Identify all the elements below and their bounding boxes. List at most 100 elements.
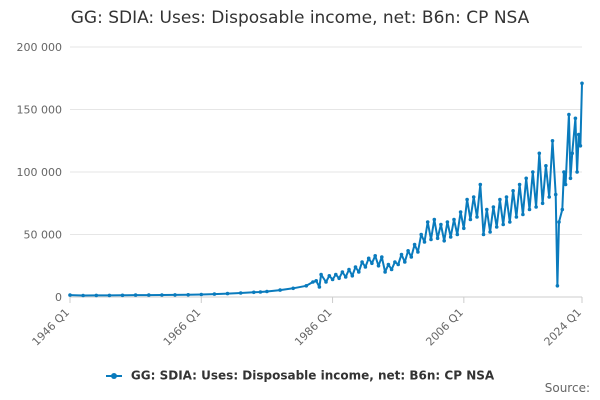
data-point[interactable] — [462, 226, 466, 231]
data-point[interactable] — [357, 270, 361, 274]
data-point[interactable] — [258, 290, 263, 294]
data-point[interactable] — [455, 232, 460, 237]
data-point[interactable] — [343, 275, 348, 279]
data-point[interactable] — [334, 272, 338, 277]
data-point[interactable] — [458, 210, 463, 214]
data-point[interactable] — [304, 284, 309, 288]
data-point[interactable] — [252, 290, 256, 295]
data-point[interactable] — [517, 182, 522, 187]
data-point[interactable] — [578, 144, 583, 148]
data-point[interactable] — [494, 225, 499, 229]
data-point[interactable] — [327, 274, 332, 278]
data-point[interactable] — [550, 139, 555, 143]
data-point[interactable] — [488, 230, 492, 234]
data-point[interactable] — [442, 239, 447, 243]
data-point[interactable] — [452, 217, 456, 222]
credits[interactable]: Source: — [544, 381, 590, 395]
data-point[interactable] — [366, 256, 371, 261]
data-point[interactable] — [337, 276, 341, 281]
data-point[interactable] — [393, 260, 397, 264]
data-point[interactable] — [353, 265, 358, 269]
data-point[interactable] — [478, 182, 483, 187]
data-point[interactable] — [422, 240, 427, 244]
data-point[interactable] — [540, 201, 545, 206]
series-layer[interactable] — [68, 81, 584, 298]
data-point[interactable] — [471, 195, 476, 199]
data-point[interactable] — [465, 197, 469, 202]
data-point[interactable] — [406, 249, 410, 253]
data-point[interactable] — [324, 280, 328, 284]
data-point[interactable] — [363, 265, 368, 269]
data-point[interactable] — [580, 81, 584, 86]
data-point[interactable] — [389, 267, 394, 272]
data-point[interactable] — [212, 292, 217, 296]
data-point[interactable] — [432, 217, 437, 222]
data-point[interactable] — [435, 236, 440, 241]
data-point[interactable] — [567, 112, 571, 117]
data-point[interactable] — [563, 182, 568, 187]
data-point[interactable] — [560, 207, 565, 212]
data-point[interactable] — [553, 192, 558, 197]
data-point[interactable] — [511, 189, 515, 193]
data-point[interactable] — [409, 255, 414, 259]
data-point[interactable] — [468, 217, 473, 222]
data-point[interactable] — [317, 285, 322, 289]
data-point[interactable] — [557, 220, 561, 224]
data-point[interactable] — [555, 284, 560, 288]
data-point[interactable] — [311, 280, 315, 284]
data-point[interactable] — [340, 270, 345, 274]
data-point[interactable] — [521, 212, 525, 217]
data-point[interactable] — [573, 116, 578, 121]
data-point[interactable] — [514, 215, 519, 219]
data-point[interactable] — [547, 195, 551, 199]
data-point[interactable] — [330, 277, 335, 282]
data-point[interactable] — [383, 270, 387, 274]
data-point[interactable] — [360, 260, 364, 264]
data-point[interactable] — [429, 237, 433, 242]
data-point[interactable] — [504, 195, 509, 199]
data-point[interactable] — [376, 264, 381, 268]
data-point[interactable] — [570, 151, 574, 156]
data-point[interactable] — [498, 197, 502, 202]
data-point[interactable] — [225, 291, 230, 296]
data-point[interactable] — [107, 293, 112, 298]
legend[interactable]: GG: SDIA: Uses: Disposable income, net: … — [0, 365, 600, 384]
data-point[interactable] — [562, 170, 566, 174]
data-point[interactable] — [94, 293, 99, 298]
data-point[interactable] — [265, 289, 269, 294]
data-point[interactable] — [537, 151, 542, 156]
data-point[interactable] — [524, 176, 528, 181]
data-point[interactable] — [501, 222, 506, 227]
data-point[interactable] — [481, 232, 486, 237]
data-point[interactable] — [527, 207, 532, 212]
data-point[interactable] — [373, 254, 378, 258]
data-point[interactable] — [475, 215, 479, 219]
data-point[interactable] — [448, 235, 453, 239]
data-point[interactable] — [425, 220, 430, 224]
data-point[interactable] — [412, 242, 417, 247]
series-line[interactable] — [69, 82, 583, 297]
data-point[interactable] — [485, 207, 489, 212]
data-point[interactable] — [416, 250, 420, 254]
data-point[interactable] — [147, 293, 151, 297]
data-point[interactable] — [576, 132, 581, 137]
data-point[interactable] — [544, 164, 548, 168]
data-point[interactable] — [445, 220, 450, 224]
legend-item-label[interactable]: GG: SDIA: Uses: Disposable income, net: … — [130, 368, 495, 383]
data-point[interactable] — [534, 205, 538, 209]
data-point[interactable] — [350, 274, 355, 278]
data-point[interactable] — [120, 293, 125, 298]
data-point[interactable] — [403, 260, 407, 264]
data-point[interactable] — [491, 205, 496, 209]
data-point[interactable] — [133, 293, 138, 297]
data-point[interactable] — [173, 293, 177, 297]
data-point[interactable] — [531, 170, 535, 174]
data-point[interactable] — [396, 262, 401, 267]
data-point[interactable] — [291, 286, 296, 291]
data-point[interactable] — [186, 293, 190, 297]
data-point[interactable] — [238, 291, 243, 295]
data-point[interactable] — [370, 261, 374, 266]
data-point[interactable] — [399, 252, 404, 257]
data-point[interactable] — [68, 293, 72, 297]
data-point[interactable] — [81, 293, 85, 298]
